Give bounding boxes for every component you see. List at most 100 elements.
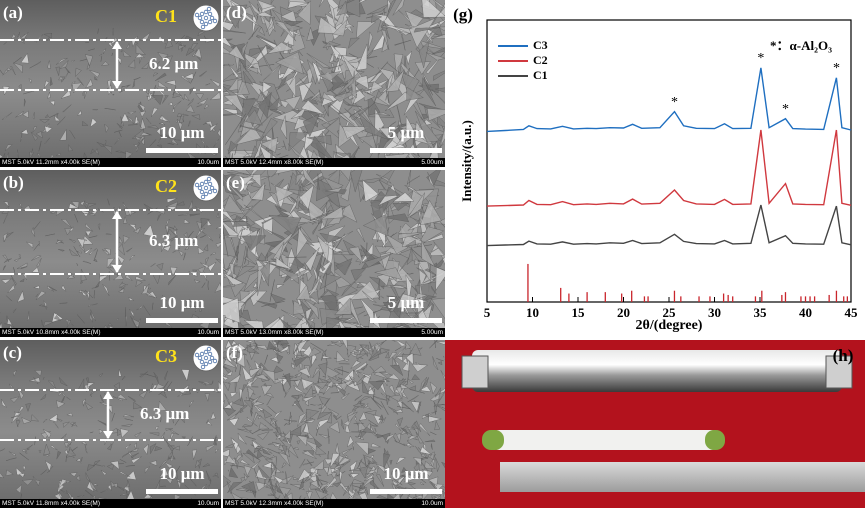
grain: [417, 204, 428, 227]
grain: [35, 293, 39, 298]
grain: [358, 411, 367, 421]
tube-channel: [203, 9, 209, 15]
grain: [342, 340, 349, 351]
scale-label: 5 μm: [388, 293, 425, 312]
grain: [111, 52, 113, 56]
grain: [84, 223, 94, 232]
grain: [242, 452, 255, 464]
grain: [23, 90, 35, 95]
grain: [207, 280, 209, 290]
grain: [390, 144, 407, 149]
grain: [11, 33, 16, 39]
grain: [72, 82, 83, 94]
grain: [235, 487, 249, 491]
tube-channel: [207, 19, 213, 25]
grain: [240, 291, 258, 308]
scale-bar: [370, 318, 442, 323]
grain: [130, 456, 142, 464]
grain: [62, 421, 71, 428]
grain: [385, 351, 390, 359]
grain: [229, 392, 238, 398]
grain: [404, 185, 422, 197]
grain: [383, 453, 391, 469]
grain: [124, 418, 133, 421]
grain: [253, 447, 262, 454]
grain: [152, 302, 154, 310]
grain: [400, 71, 420, 99]
grain: [380, 401, 389, 415]
grain: [335, 258, 353, 276]
grain: [387, 0, 391, 13]
grain: [47, 466, 54, 474]
grain: [349, 280, 380, 301]
grain: [371, 30, 386, 52]
grain: [332, 482, 342, 488]
grain: [405, 116, 414, 134]
grain: [43, 321, 54, 327]
grain: [382, 213, 410, 223]
sem-texture: [223, 0, 445, 167]
grain: [175, 478, 181, 483]
grain: [30, 148, 33, 157]
sem-footer: MST 5.0kV 12.4mm x8.00k SE(M): [225, 159, 324, 166]
grain: [331, 230, 354, 243]
grain: [410, 401, 420, 413]
grain: [73, 246, 81, 258]
grain: [261, 429, 273, 431]
grain: [109, 37, 119, 46]
grain: [187, 436, 193, 447]
grain: [432, 0, 445, 8]
grain: [243, 70, 254, 85]
grain: [433, 70, 445, 81]
grain: [367, 31, 374, 51]
grain: [422, 233, 444, 243]
grain: [228, 403, 234, 410]
grain: [427, 172, 435, 188]
grain: [385, 69, 405, 93]
tube-channel: [203, 21, 209, 27]
grain: [169, 228, 180, 240]
grain: [151, 61, 160, 69]
grain: [122, 49, 132, 57]
grain: [349, 473, 360, 479]
grain: [185, 47, 195, 57]
grain: [20, 130, 23, 142]
scale-bar: [370, 489, 442, 494]
grain: [184, 243, 191, 251]
tube-channel: [199, 351, 205, 357]
grain: [25, 403, 31, 413]
grain: [89, 117, 98, 128]
grain: [44, 137, 50, 145]
grain: [76, 263, 78, 266]
grain: [237, 342, 247, 352]
grain: [119, 471, 131, 478]
grain: [424, 76, 433, 96]
grain: [161, 241, 167, 252]
grain: [99, 53, 102, 57]
grain: [368, 348, 381, 361]
grain: [205, 484, 210, 490]
grain: [289, 379, 298, 381]
grain: [114, 137, 120, 145]
grain: [15, 110, 24, 118]
grain: [107, 198, 111, 206]
grain: [244, 245, 249, 265]
grain: [305, 247, 320, 272]
grain: [193, 279, 201, 284]
grain: [362, 454, 374, 465]
grain: [174, 418, 181, 426]
grain: [431, 88, 445, 104]
grain: [302, 461, 315, 466]
grain: [340, 177, 352, 202]
grain: [146, 374, 158, 378]
grain: [234, 229, 243, 258]
grain: [401, 466, 408, 473]
grain: [324, 366, 341, 382]
grain: [107, 484, 112, 492]
grain: [357, 181, 366, 203]
grain: [296, 284, 311, 301]
grain: [299, 184, 315, 211]
grain: [133, 401, 143, 410]
grain: [283, 20, 303, 27]
grain: [435, 87, 445, 93]
